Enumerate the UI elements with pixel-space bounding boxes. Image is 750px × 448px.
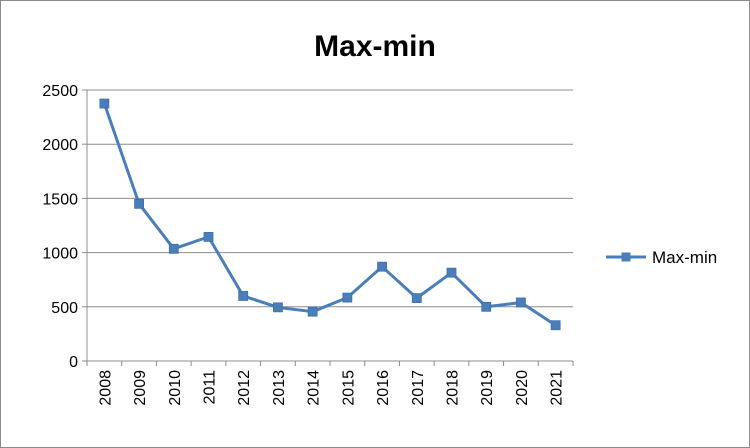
data-point xyxy=(481,301,492,312)
data-point xyxy=(550,320,561,331)
x-tick-label: 2013 xyxy=(271,370,288,406)
x-tick-label: 2009 xyxy=(132,370,149,406)
data-point xyxy=(342,292,353,303)
data-point xyxy=(377,261,387,272)
gridlines xyxy=(87,89,573,308)
data-point xyxy=(134,198,144,209)
x-tick-label: 2021 xyxy=(549,370,566,406)
y-tick-label: 500 xyxy=(51,300,78,317)
data-point xyxy=(273,302,283,313)
legend: Max-min xyxy=(606,248,717,267)
data-point xyxy=(238,291,249,301)
y-tick-label: 0 xyxy=(69,354,78,371)
y-tick-label: 1000 xyxy=(42,246,78,263)
x-tick-label: 2008 xyxy=(97,370,114,406)
x-tick-label: 2012 xyxy=(236,370,253,406)
data-point xyxy=(307,306,318,317)
data-point xyxy=(203,231,214,242)
x-tick-label: 2011 xyxy=(202,370,219,405)
x-tick-label: 2010 xyxy=(167,370,184,406)
chart-title: Max-min xyxy=(314,30,436,63)
x-tick-label: 2015 xyxy=(340,370,357,406)
data-point xyxy=(446,267,457,278)
x-tick-label: 2017 xyxy=(410,370,427,406)
y-tick-label: 2500 xyxy=(42,83,78,100)
x-tick-label: 2018 xyxy=(445,370,462,406)
data-point xyxy=(99,98,110,109)
y-tick-label: 2000 xyxy=(42,137,78,154)
series-line xyxy=(102,103,557,327)
legend-label: Max-min xyxy=(652,248,717,267)
x-axis: 2008 2009 2010 2011 2012 2013 2014 2015 2016 2017… xyxy=(86,360,574,406)
x-tick-label: 2019 xyxy=(479,370,496,406)
x-tick-label: 2014 xyxy=(306,370,323,406)
series-layer xyxy=(99,98,561,331)
x-tick-label: 2020 xyxy=(514,370,531,406)
legend-marker xyxy=(621,252,631,262)
data-point xyxy=(411,293,422,304)
y-axis: 0 500 1000 1500 2000 2500 xyxy=(42,83,88,371)
x-tick-label: 2016 xyxy=(375,370,392,406)
data-point xyxy=(168,243,179,254)
y-tick-label: 1500 xyxy=(42,191,78,208)
data-point xyxy=(516,297,526,308)
